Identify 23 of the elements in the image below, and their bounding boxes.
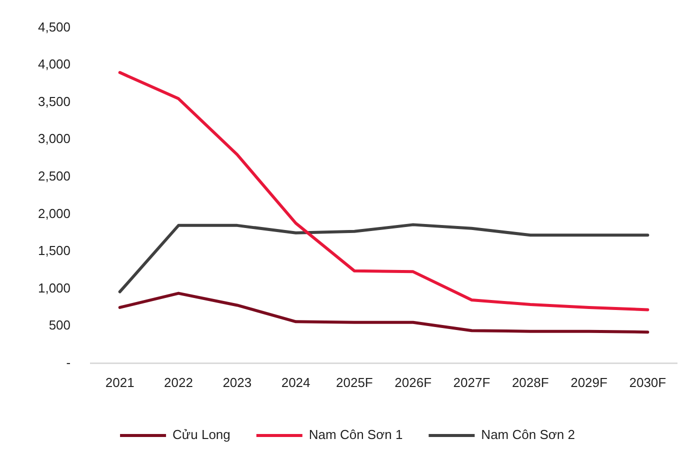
- y-tick-label: 1,500: [38, 243, 71, 258]
- legend-label: Nam Côn Sơn 2: [481, 427, 575, 442]
- y-tick-label: 3,500: [38, 94, 71, 109]
- legend-label: Cửu Long: [172, 427, 230, 442]
- x-tick-label: 2023: [222, 374, 252, 390]
- y-tick-label: 4,500: [38, 19, 71, 34]
- y-tick-label: 2,000: [38, 206, 71, 221]
- x-tick-label: 2025F: [336, 374, 373, 390]
- y-tick-label: 3,000: [38, 131, 71, 146]
- x-tick-label: 2026F: [394, 374, 432, 390]
- x-tick-label: 2024: [281, 374, 310, 390]
- x-tick-label: 2030F: [629, 374, 666, 390]
- y-tick-label: -: [66, 354, 71, 370]
- y-tick-label: 4,000: [38, 56, 71, 72]
- x-tick-label: 2029F: [570, 374, 608, 390]
- y-tick-label: 1,000: [38, 280, 71, 296]
- x-tick-label: 2022: [164, 374, 193, 390]
- x-tick-label: 2021: [105, 374, 134, 390]
- legend-label: Nam Côn Sơn 1: [308, 427, 403, 442]
- x-tick-label: 2028F: [512, 374, 549, 390]
- x-tick-label: 2027F: [453, 374, 490, 390]
- y-tick-label: 500: [48, 318, 71, 333]
- y-tick-label: 2,500: [38, 168, 71, 184]
